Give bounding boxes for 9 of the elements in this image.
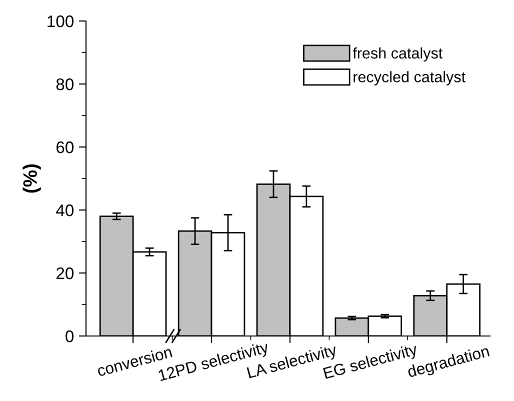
y-tick-label: 20 [56, 267, 74, 280]
y-axis-title: (%) [22, 164, 41, 193]
y-tick-label: 40 [56, 204, 74, 216]
y-tick-label: 0 [66, 330, 74, 342]
legend-label: fresh catalyst [352, 47, 443, 62]
y-tick-label: 60 [56, 141, 74, 154]
legend-label: recycled catalyst [354, 71, 466, 86]
y-tick-label: 100 [48, 15, 74, 28]
y-tick-label: 80 [56, 78, 74, 90]
